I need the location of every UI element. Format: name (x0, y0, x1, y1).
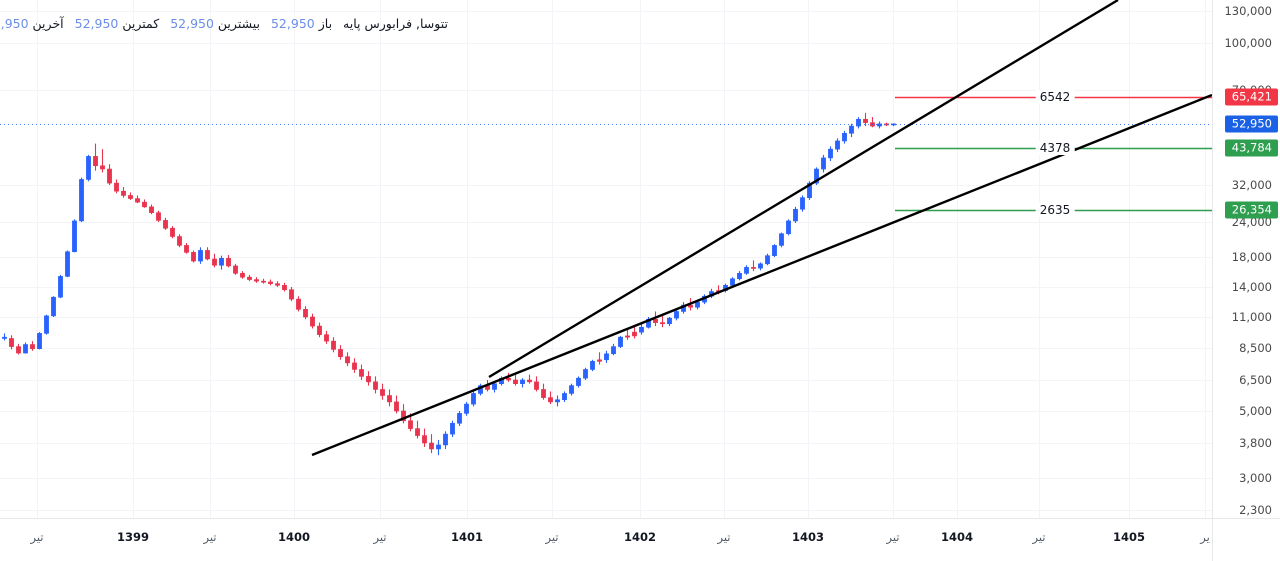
time-tick-month: تیر (886, 530, 900, 544)
scale-corner (1212, 518, 1280, 561)
price-tick: 6,500 (1239, 373, 1272, 387)
legend-high-value: 52,950 (170, 16, 214, 31)
support-level-line-2-label: 2635 (1035, 203, 1075, 217)
chart-plot-area[interactable]: 6542 4378 2635 (0, 0, 1212, 518)
legend-high-label: بیشترین (217, 16, 260, 31)
legend-low-value: 52,950 (74, 16, 119, 31)
legend-close-value: 52,950 (0, 16, 29, 31)
resistance-price-badge[interactable]: 65,421 (1224, 88, 1278, 106)
support-2-price-badge[interactable]: 26,354 (1224, 201, 1278, 219)
legend-open-label: باز (318, 16, 333, 31)
trendline-group (311, 0, 1212, 457)
upper-trendline (488, 0, 1119, 379)
price-tick: 14,000 (1231, 280, 1272, 294)
time-tick-month: تیر (717, 530, 731, 544)
last-price-badge[interactable]: 52,950 (1224, 115, 1278, 133)
time-tick-month: تیر (30, 530, 44, 544)
legend-low-label: کمترین (122, 16, 160, 31)
time-tick-year: 1400 (277, 530, 311, 544)
time-tick-month: یر (1200, 530, 1210, 544)
time-scale[interactable]: تیر 1399 تیر 1400 تیر 1401 تیر 1402 تیر 1403 تیر 14… (0, 518, 1212, 561)
price-tick: 11,000 (1231, 310, 1272, 324)
time-tick-year: 1403 (791, 530, 825, 544)
time-tick-month: تیر (203, 530, 217, 544)
price-tick: 3,800 (1239, 436, 1272, 450)
price-tick: 5,000 (1239, 404, 1272, 418)
support-level-line-1-label: 4378 (1035, 141, 1075, 155)
time-tick-month: تیر (373, 530, 387, 544)
time-tick-year: 1404 (940, 530, 974, 544)
legend-close-label: آخرین (32, 16, 64, 31)
lower-trendline (311, 93, 1212, 457)
price-tick: 32,000 (1231, 178, 1272, 192)
price-tick: 130,000 (1224, 4, 1272, 18)
time-tick-year: 1402 (623, 530, 657, 544)
price-scale[interactable]: 130,000100,00070,00032,00024,00018,00014… (1212, 0, 1280, 518)
price-tick: 2,300 (1239, 503, 1272, 517)
resistance-level-line-label: 6542 (1035, 90, 1075, 104)
time-tick-month: تیر (1032, 530, 1046, 544)
chart-legend[interactable]: تتوسا, فرابورس پایه باز 52,950 بیشترین 5… (0, 14, 470, 34)
time-tick-year: 1401 (450, 530, 484, 544)
legend-open-value: 52,950 (270, 16, 315, 31)
time-tick-year: 1399 (116, 530, 150, 544)
time-tick-month: تیر (545, 530, 559, 544)
price-tick: 18,000 (1231, 250, 1272, 264)
legend-symbol[interactable]: تتوسا, فرابورس پایه (343, 16, 448, 31)
price-tick: 100,000 (1224, 36, 1272, 50)
time-tick-year: 1405 (1112, 530, 1146, 544)
support-1-price-badge[interactable]: 43,784 (1224, 139, 1278, 157)
chart-overlays[interactable] (0, 0, 1212, 518)
price-tick: 8,500 (1239, 341, 1272, 355)
candlestick-series (2, 112, 896, 456)
price-tick: 24,000 (1231, 215, 1272, 229)
price-tick: 3,000 (1239, 471, 1272, 485)
